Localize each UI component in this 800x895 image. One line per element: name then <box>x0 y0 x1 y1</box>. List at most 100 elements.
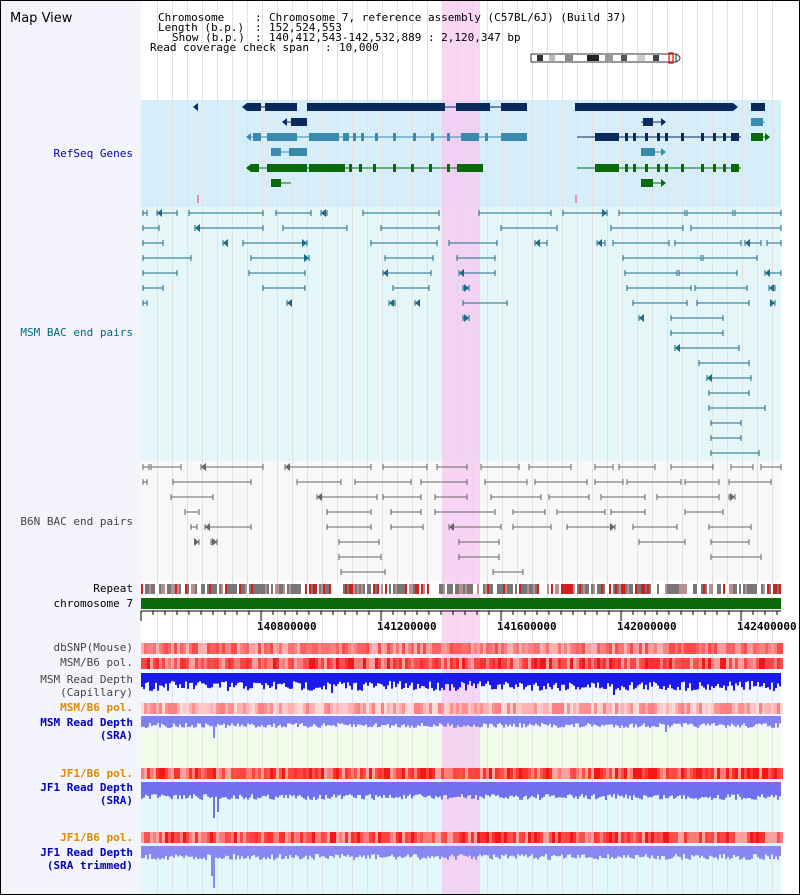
track-label-jf1-depth-trim-1[interactable]: JF1 Read Depth <box>40 846 133 859</box>
repeat-segment <box>607 584 609 594</box>
track-label-msm-depth-sra-1[interactable]: MSM Read Depth <box>40 716 133 729</box>
read-depth-bar <box>773 782 775 798</box>
read-depth-bar <box>581 846 583 855</box>
polymorphism-heat-cell <box>711 832 714 843</box>
gene-marker <box>197 195 199 203</box>
polymorphism-heat-cell <box>186 658 189 669</box>
read-depth-bar <box>403 716 405 725</box>
track-label-msm-b6-pol-2[interactable]: MSM/B6 pol. <box>60 701 133 714</box>
repeat-segment <box>551 584 553 594</box>
polymorphism-heat-cell <box>465 643 468 654</box>
read-depth-bar <box>593 846 595 859</box>
polymorphism-heat-cell <box>591 832 594 843</box>
read-depth-bar <box>633 673 635 690</box>
gene-exon <box>373 164 376 172</box>
read-depth-bar <box>271 782 273 800</box>
read-depth-bar <box>375 782 377 796</box>
read-depth-bar <box>249 673 251 689</box>
polymorphism-heat-cell <box>387 768 390 779</box>
read-depth-bar <box>645 673 647 685</box>
polymorphism-heat-cell <box>228 643 231 654</box>
read-depth-bar <box>683 716 685 724</box>
track-label-jf1-pol-2[interactable]: JF1/B6 pol. <box>60 831 133 844</box>
polymorphism-heat-cell <box>714 832 717 843</box>
read-depth-bar <box>683 846 685 855</box>
read-depth-bar <box>671 782 673 796</box>
repeat-segment <box>343 584 345 594</box>
track-label-jf1-depth-sra-1[interactable]: JF1 Read Depth <box>40 781 133 794</box>
read-depth-bar <box>413 846 415 855</box>
read-depth-bar <box>669 846 671 859</box>
polymorphism-heat-cell <box>567 658 570 669</box>
read-depth-bar <box>213 716 215 738</box>
track-label-msm-b6-pol-1[interactable]: MSM/B6 pol. <box>60 656 133 669</box>
read-depth-bar <box>243 673 245 689</box>
read-depth-bar <box>309 846 311 856</box>
read-depth-bar <box>175 716 177 727</box>
read-depth-bar <box>527 673 529 686</box>
read-depth-bar <box>467 782 469 796</box>
read-depth-bar <box>639 846 641 858</box>
track-label-repeat[interactable]: Repeat <box>93 582 133 595</box>
polymorphism-heat-cell <box>306 832 309 843</box>
track-label-refseq[interactable]: RefSeq Genes <box>53 147 133 160</box>
track-label-b6n-bac[interactable]: B6N BAC end pairs <box>20 515 133 528</box>
read-depth-bar <box>745 673 747 683</box>
polymorphism-heat-cell <box>345 832 348 843</box>
read-depth-bar <box>301 846 303 859</box>
read-depth-bar <box>215 846 217 858</box>
read-depth-bar <box>389 673 391 682</box>
read-depth-bar <box>153 673 155 690</box>
polymorphism-heat-cell <box>444 768 447 779</box>
read-depth-bar <box>433 782 435 799</box>
read-depth-bar <box>537 673 539 687</box>
read-depth-bar <box>609 846 611 859</box>
read-depth-bar <box>255 673 257 684</box>
track-label-chromosome[interactable]: chromosome 7 <box>53 597 133 610</box>
repeat-segment <box>425 584 427 594</box>
read-depth-bar <box>725 673 727 691</box>
read-depth-bar <box>277 846 279 858</box>
read-depth-bar <box>143 846 145 859</box>
polymorphism-heat-cell <box>741 703 744 714</box>
polymorphism-heat-cell <box>507 768 510 779</box>
read-depth-bar <box>325 846 327 858</box>
polymorphism-heat-cell <box>702 703 705 714</box>
read-depth-bar <box>233 846 235 855</box>
polymorphism-heat-cell <box>651 643 654 654</box>
read-depth-bar <box>229 782 231 800</box>
polymorphism-heat-cell <box>645 703 648 714</box>
polymorphism-heat-cell <box>465 768 468 779</box>
read-depth-bar <box>163 716 165 726</box>
selected-region-highlight[interactable] <box>442 1 480 894</box>
read-depth-bar <box>447 782 449 800</box>
track-label-jf1-pol-1[interactable]: JF1/B6 pol. <box>60 767 133 780</box>
repeat-segment <box>731 584 733 594</box>
polymorphism-heat-cell <box>195 832 198 843</box>
polymorphism-heat-cell <box>441 643 444 654</box>
read-depth-bar <box>703 846 705 858</box>
track-label-msm-depth-cap-1[interactable]: MSM Read Depth <box>40 673 133 686</box>
track-label-msm-bac[interactable]: MSM BAC end pairs <box>20 326 133 339</box>
read-depth-bar <box>145 673 147 684</box>
track-label-dbsnp[interactable]: dbSNP(Mouse) <box>53 641 133 654</box>
read-depth-bar <box>555 846 557 856</box>
read-depth-bar <box>395 716 397 724</box>
polymorphism-heat-cell <box>324 832 327 843</box>
read-depth-bar <box>751 782 753 800</box>
read-depth-bar <box>611 673 613 685</box>
gene-exon <box>393 164 396 172</box>
read-depth-bar <box>407 782 409 796</box>
read-depth-bar <box>499 846 501 860</box>
gene-strand-arrow <box>193 103 198 111</box>
read-depth-bar <box>197 782 199 798</box>
read-depth-bar <box>355 846 357 858</box>
read-depth-bar <box>505 673 507 682</box>
repeat-segment <box>751 584 753 594</box>
read-depth-bar <box>631 716 633 724</box>
read-depth-bar <box>205 716 207 724</box>
polymorphism-heat-cell <box>765 768 768 779</box>
read-depth-bar <box>475 673 477 689</box>
read-depth-bar <box>309 716 311 727</box>
